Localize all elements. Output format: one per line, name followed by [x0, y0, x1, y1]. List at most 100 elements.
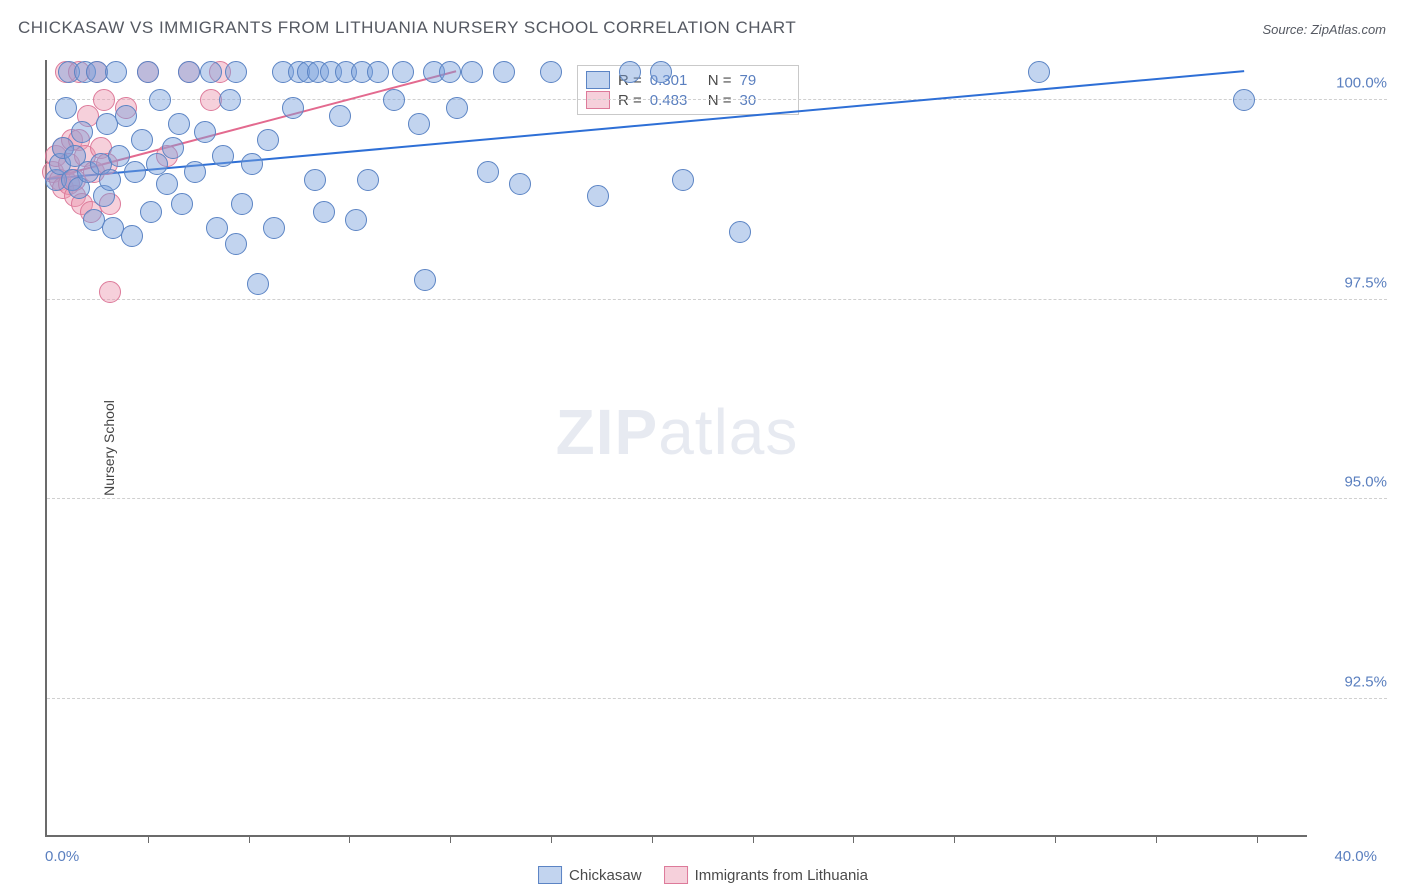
bottom-legend: Chickasaw Immigrants from Lithuania: [538, 866, 868, 884]
r-value-2: 0.483: [650, 92, 700, 109]
gridline: [47, 99, 1387, 100]
x-tick: [1156, 835, 1157, 843]
legend-label-1: Chickasaw: [569, 867, 642, 884]
scatter-point-series1: [225, 61, 247, 83]
x-tick: [148, 835, 149, 843]
scatter-point-series1: [115, 105, 137, 127]
scatter-point-series1: [137, 61, 159, 83]
scatter-point-series1: [206, 217, 228, 239]
scatter-point-series1: [392, 61, 414, 83]
n-value-1: 79: [740, 72, 790, 89]
scatter-point-series1: [99, 169, 121, 191]
scatter-point-series1: [439, 61, 461, 83]
scatter-point-series1: [168, 113, 190, 135]
scatter-point-series1: [304, 169, 326, 191]
scatter-point-series1: [171, 193, 193, 215]
x-tick: [249, 835, 250, 843]
scatter-point-series1: [477, 161, 499, 183]
scatter-point-series1: [509, 173, 531, 195]
legend-item-1: Chickasaw: [538, 866, 642, 884]
scatter-point-series1: [200, 61, 222, 83]
scatter-point-series1: [367, 61, 389, 83]
scatter-point-series1: [345, 209, 367, 231]
scatter-point-series1: [446, 97, 468, 119]
scatter-point-series1: [540, 61, 562, 83]
scatter-point-series1: [1233, 89, 1255, 111]
legend-swatch-1: [538, 866, 562, 884]
legend-item-2: Immigrants from Lithuania: [664, 866, 868, 884]
scatter-point-series1: [124, 161, 146, 183]
scatter-point-series1: [461, 61, 483, 83]
n-value-2: 30: [740, 92, 790, 109]
scatter-point-series1: [212, 145, 234, 167]
scatter-point-series1: [71, 121, 93, 143]
scatter-point-series1: [329, 105, 351, 127]
scatter-point-series1: [225, 233, 247, 255]
scatter-point-series1: [1028, 61, 1050, 83]
x-tick: [450, 835, 451, 843]
scatter-point-series1: [263, 217, 285, 239]
scatter-point-series1: [313, 201, 335, 223]
gridline: [47, 698, 1387, 699]
x-axis-end-label: 40.0%: [1334, 848, 1377, 865]
legend-swatch-2: [664, 866, 688, 884]
r-label-2: R =: [618, 92, 642, 109]
scatter-point-series1: [55, 97, 77, 119]
stats-row-1: R = 0.301 N = 79: [586, 70, 790, 90]
source-label: Source: ZipAtlas.com: [1262, 22, 1386, 37]
scatter-point-series1: [383, 89, 405, 111]
y-tick-label: 95.0%: [1344, 474, 1387, 491]
watermark: ZIPatlas: [556, 395, 799, 469]
scatter-point-series1: [121, 225, 143, 247]
gridline: [47, 498, 1387, 499]
x-tick: [349, 835, 350, 843]
scatter-point-series2: [99, 281, 121, 303]
scatter-point-series1: [414, 269, 436, 291]
chart-title: CHICKASAW VS IMMIGRANTS FROM LITHUANIA N…: [18, 18, 796, 38]
n-label-1: N =: [708, 72, 732, 89]
x-tick: [551, 835, 552, 843]
scatter-point-series1: [162, 137, 184, 159]
y-tick-label: 97.5%: [1344, 274, 1387, 291]
scatter-point-series1: [140, 201, 162, 223]
n-label-2: N =: [708, 92, 732, 109]
stats-row-2: R = 0.483 N = 30: [586, 90, 790, 110]
y-axis-label: Nursery School: [101, 400, 117, 496]
scatter-point-series1: [156, 173, 178, 195]
scatter-point-series1: [219, 89, 241, 111]
scatter-point-series1: [241, 153, 263, 175]
gridline: [47, 299, 1387, 300]
watermark-bold: ZIP: [556, 396, 659, 468]
scatter-point-series2: [93, 89, 115, 111]
x-axis-start-label: 0.0%: [45, 848, 79, 865]
x-tick: [954, 835, 955, 843]
scatter-point-series1: [149, 89, 171, 111]
stats-legend-box: R = 0.301 N = 79 R = 0.483 N = 30: [577, 65, 799, 115]
chart-plot-area: Nursery School ZIPatlas R = 0.301 N = 79…: [45, 60, 1307, 837]
scatter-point-series1: [184, 161, 206, 183]
x-tick: [1055, 835, 1056, 843]
scatter-point-series1: [729, 221, 751, 243]
x-tick: [753, 835, 754, 843]
scatter-point-series1: [105, 61, 127, 83]
scatter-point-series1: [587, 185, 609, 207]
scatter-point-series1: [247, 273, 269, 295]
scatter-point-series1: [357, 169, 379, 191]
scatter-point-series1: [408, 113, 430, 135]
y-tick-label: 92.5%: [1344, 674, 1387, 691]
scatter-point-series1: [650, 61, 672, 83]
x-tick: [652, 835, 653, 843]
y-tick-label: 100.0%: [1336, 74, 1387, 91]
swatch-series2: [586, 91, 610, 109]
watermark-rest: atlas: [658, 396, 798, 468]
x-tick: [853, 835, 854, 843]
scatter-point-series1: [672, 169, 694, 191]
scatter-point-series1: [619, 61, 641, 83]
swatch-series1: [586, 71, 610, 89]
scatter-point-series1: [131, 129, 153, 151]
scatter-point-series1: [231, 193, 253, 215]
scatter-point-series1: [178, 61, 200, 83]
scatter-point-series1: [282, 97, 304, 119]
scatter-point-series1: [257, 129, 279, 151]
scatter-point-series1: [194, 121, 216, 143]
